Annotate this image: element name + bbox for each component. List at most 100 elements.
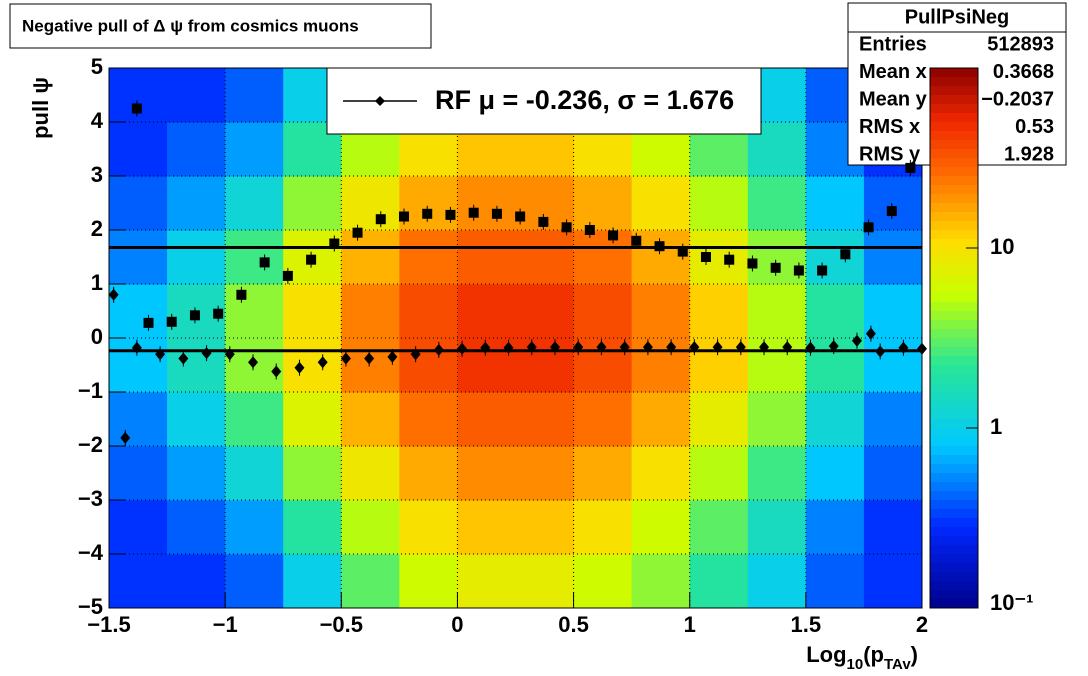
square-marker — [259, 257, 270, 268]
diamond-marker — [224, 348, 235, 361]
color-bar-segment — [930, 491, 978, 501]
x-title-part: (p — [863, 642, 884, 667]
color-bar-segment — [930, 122, 978, 132]
square-marker — [213, 308, 224, 319]
y-tick-label: −5 — [78, 594, 103, 619]
z-tick-label: 10⁻¹ — [990, 590, 1033, 615]
diamond-marker — [573, 341, 584, 354]
square-marker — [561, 222, 572, 233]
square-marker — [538, 216, 549, 227]
diamond-marker — [155, 348, 166, 361]
diamond-marker — [387, 350, 398, 363]
heatmap-cell — [515, 230, 575, 285]
x-title-sub: 10 — [847, 656, 864, 673]
diamond-marker — [865, 327, 876, 340]
square-marker — [445, 209, 456, 220]
color-bar-segment — [930, 257, 978, 267]
heatmap-cell — [225, 554, 284, 609]
diamond-marker — [480, 341, 491, 354]
color-bar-segment — [930, 482, 978, 492]
color-bar-segment — [930, 113, 978, 123]
z-tick-label: 1 — [990, 414, 1002, 439]
heatmap-cell — [283, 500, 342, 555]
heatmap-cell — [805, 392, 865, 447]
heatmap-cell — [167, 554, 226, 609]
heatmap-cell — [283, 338, 342, 393]
heatmap-cell — [689, 446, 749, 501]
heatmap-cell — [457, 446, 516, 501]
heatmap-cell — [805, 554, 865, 609]
legend-marker — [375, 96, 385, 106]
color-bar-segment — [930, 185, 978, 195]
stats-key: Mean x — [859, 61, 927, 83]
x-axis-title: Log10(pTAv) — [806, 642, 918, 673]
color-bar-segment — [930, 68, 978, 78]
x-tick-label: −1.5 — [87, 612, 130, 637]
diamond-marker — [898, 341, 909, 354]
heatmap-cell — [515, 284, 575, 339]
diamond-marker — [201, 347, 212, 360]
y-tick-label: 5 — [91, 54, 103, 79]
diamond-marker — [875, 345, 886, 358]
y-tick-label: −1 — [78, 378, 103, 403]
y-tick-label: −2 — [78, 432, 103, 457]
diamond-marker — [178, 352, 189, 365]
heatmap-cell — [399, 284, 458, 339]
diamond-marker — [317, 356, 328, 369]
color-bar-segment — [930, 158, 978, 168]
heatmap-cell — [573, 446, 633, 501]
square-marker — [631, 235, 642, 246]
heatmap-cell — [573, 554, 633, 609]
heatmap-cell — [631, 338, 691, 393]
heatmap-cell — [573, 392, 633, 447]
square-marker — [700, 252, 711, 262]
color-bar-segment — [930, 518, 978, 528]
color-bar-segment — [930, 500, 978, 510]
x-tick-label: 1 — [684, 612, 696, 637]
x-tick-label: −1 — [213, 612, 238, 637]
diamond-marker — [364, 352, 375, 365]
square-marker — [608, 230, 619, 241]
color-bar-segment — [930, 455, 978, 465]
color-bar-segment — [930, 167, 978, 177]
heatmap-cell — [747, 446, 807, 501]
heatmap-cell — [631, 392, 691, 447]
heatmap-cell — [863, 554, 923, 609]
color-bar-segment — [930, 581, 978, 591]
color-bar-segment — [930, 149, 978, 159]
color-bar-segment — [930, 302, 978, 312]
diamond-marker — [642, 341, 653, 354]
heatmap-cell — [225, 68, 284, 123]
color-bar-segment — [930, 473, 978, 483]
heatmap-cell — [167, 122, 226, 177]
square-marker — [770, 262, 781, 273]
color-bar-segment — [930, 230, 978, 240]
color-bar-segment — [930, 428, 978, 438]
heatmap-cell — [225, 176, 284, 231]
title-box — [9, 3, 432, 49]
x-title-sub: TAv — [884, 656, 911, 673]
heatmap-cell — [689, 392, 749, 447]
heatmap-cell — [747, 176, 807, 231]
square-marker — [282, 270, 293, 281]
y-tick-label: 2 — [91, 216, 103, 241]
heatmap-cell — [747, 284, 807, 339]
diamond-marker — [433, 343, 444, 356]
heatmap-cell — [167, 68, 226, 123]
diamond-marker — [917, 342, 927, 355]
heatmap-cell — [283, 284, 342, 339]
heatmap-cell — [631, 284, 691, 339]
stats-value: −0.2037 — [981, 88, 1054, 110]
stats-title: PullPsiNeg — [905, 6, 1009, 28]
heatmap-cell — [283, 446, 342, 501]
square-marker — [422, 208, 433, 219]
color-bar-segment — [930, 86, 978, 96]
square-marker — [886, 206, 897, 217]
color-bar-segment — [930, 140, 978, 150]
heatmap-cell — [631, 176, 691, 231]
color-bar-segment — [930, 194, 978, 204]
color-bar-segment — [930, 176, 978, 186]
diamond-marker — [735, 341, 746, 354]
color-bar-segment — [930, 392, 978, 402]
diamond-marker — [131, 341, 142, 354]
